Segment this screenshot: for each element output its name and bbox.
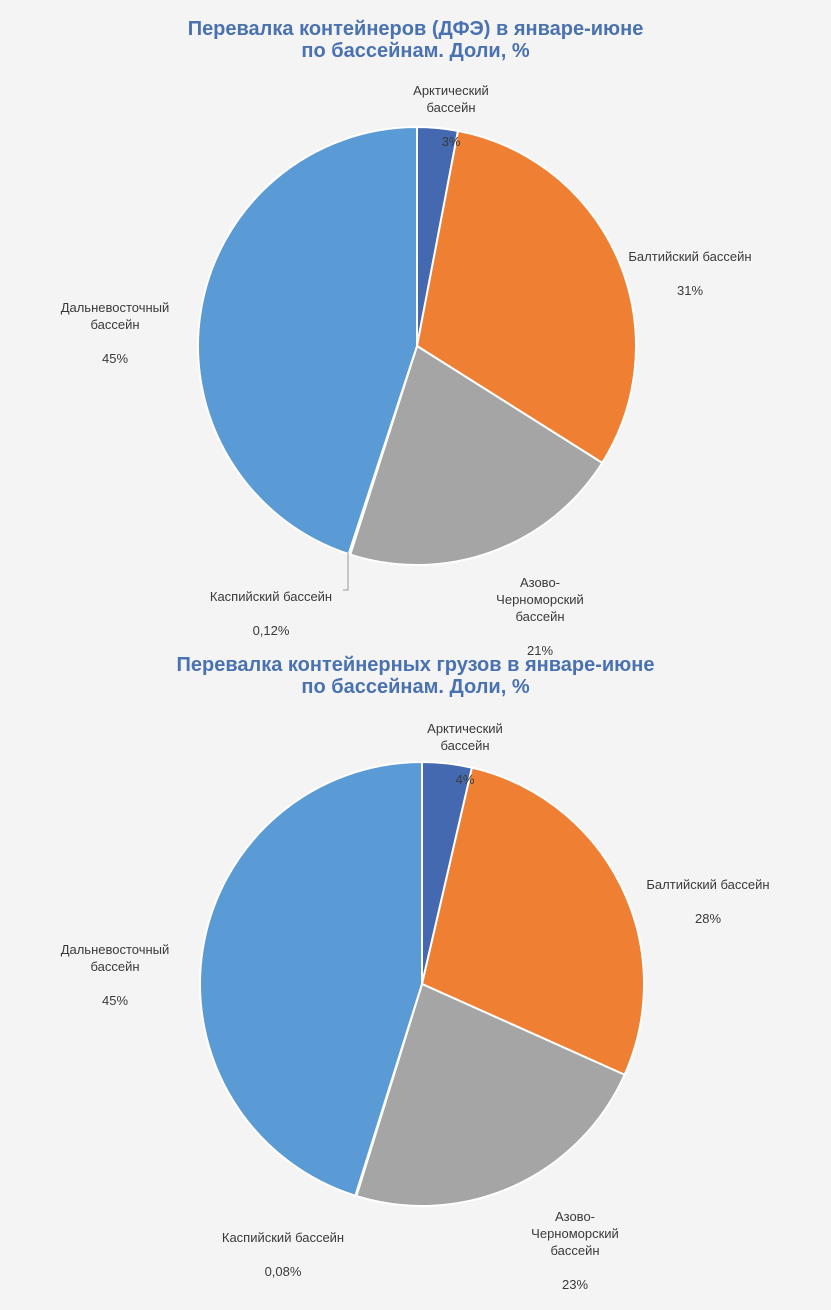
chart-title: Перевалка контейнеров (ДФЭ) в январе-июн… — [0, 18, 831, 62]
pie-slice-far-east — [197, 126, 418, 556]
chart-title: Перевалка контейнерных грузов в январе-и… — [0, 654, 831, 698]
chart-container-teu: Перевалка контейнеров (ДФЭ) в январе-июн… — [0, 0, 831, 658]
slice-label: Азово- Черноморский бассейн — [531, 1209, 619, 1258]
slice-label: Балтийский бассейн — [628, 249, 752, 264]
data-label-caspian: Каспийский бассейн 0,12% — [196, 571, 346, 656]
slice-label: Дальневосточный бассейн — [60, 942, 170, 974]
slice-value: 4% — [455, 772, 475, 787]
chart-title-line-1: Перевалка контейнерных грузов в январе-и… — [176, 654, 655, 676]
data-label-far-east: Дальневосточный бассейн 45% — [40, 282, 190, 384]
chart-title-line-1: Перевалка контейнеров (ДФЭ) в январе-июн… — [187, 18, 644, 40]
slice-value: 0,12% — [252, 623, 290, 638]
pie-slice-azov-black-sea — [349, 345, 604, 566]
slice-label: Дальневосточный бассейн — [60, 300, 170, 332]
data-label-arctic: Арктический бассейн 4% — [390, 703, 540, 805]
slice-label: Каспийский бассейн — [209, 589, 333, 604]
data-label-baltic: Балтийский бассейн 28% — [628, 859, 788, 944]
slice-label: Каспийский бассейн — [221, 1230, 345, 1245]
pie-chart-teu — [197, 126, 637, 591]
slice-value: 45% — [101, 993, 129, 1008]
pie-slice-far-east — [199, 761, 423, 1197]
data-label-azov-black-sea: Азово- Черноморский бассейн 21% — [465, 557, 615, 676]
slice-value: 3% — [441, 134, 461, 149]
slice-label: Азово- Черноморский бассейн — [496, 575, 584, 624]
data-label-arctic: Арктический бассейн 3% — [376, 65, 526, 167]
slice-value: 28% — [694, 911, 722, 926]
chart-title-line-2: по бассейнам. Доли, % — [301, 676, 530, 698]
data-label-far-east: Дальневосточный бассейн 45% — [40, 924, 190, 1026]
data-label-caspian: Каспийский бассейн 0,08% — [208, 1212, 358, 1297]
pie-slice-azov-black-sea — [355, 983, 626, 1207]
leader-line-caspian — [343, 553, 349, 591]
slice-value: 45% — [101, 351, 129, 366]
data-label-azov-black-sea: Азово- Черноморский бассейн 23% — [500, 1191, 650, 1310]
pie-chart-cargo — [199, 761, 645, 1207]
chart-title-line-2: по бассейнам. Доли, % — [301, 40, 530, 62]
chart-container-cargo: Перевалка контейнерных грузов в январе-и… — [0, 640, 831, 1292]
slice-value: 23% — [561, 1277, 589, 1292]
slice-label: Балтийский бассейн — [646, 877, 770, 892]
slice-label: Арктический бассейн — [427, 721, 503, 753]
slice-value: 31% — [676, 283, 704, 298]
slice-label: Арктический бассейн — [413, 83, 489, 115]
slice-value: 0,08% — [264, 1264, 302, 1279]
slice-value: 21% — [526, 643, 554, 658]
pie-slice-baltic — [421, 766, 645, 1076]
data-label-baltic: Балтийский бассейн 31% — [610, 231, 770, 316]
